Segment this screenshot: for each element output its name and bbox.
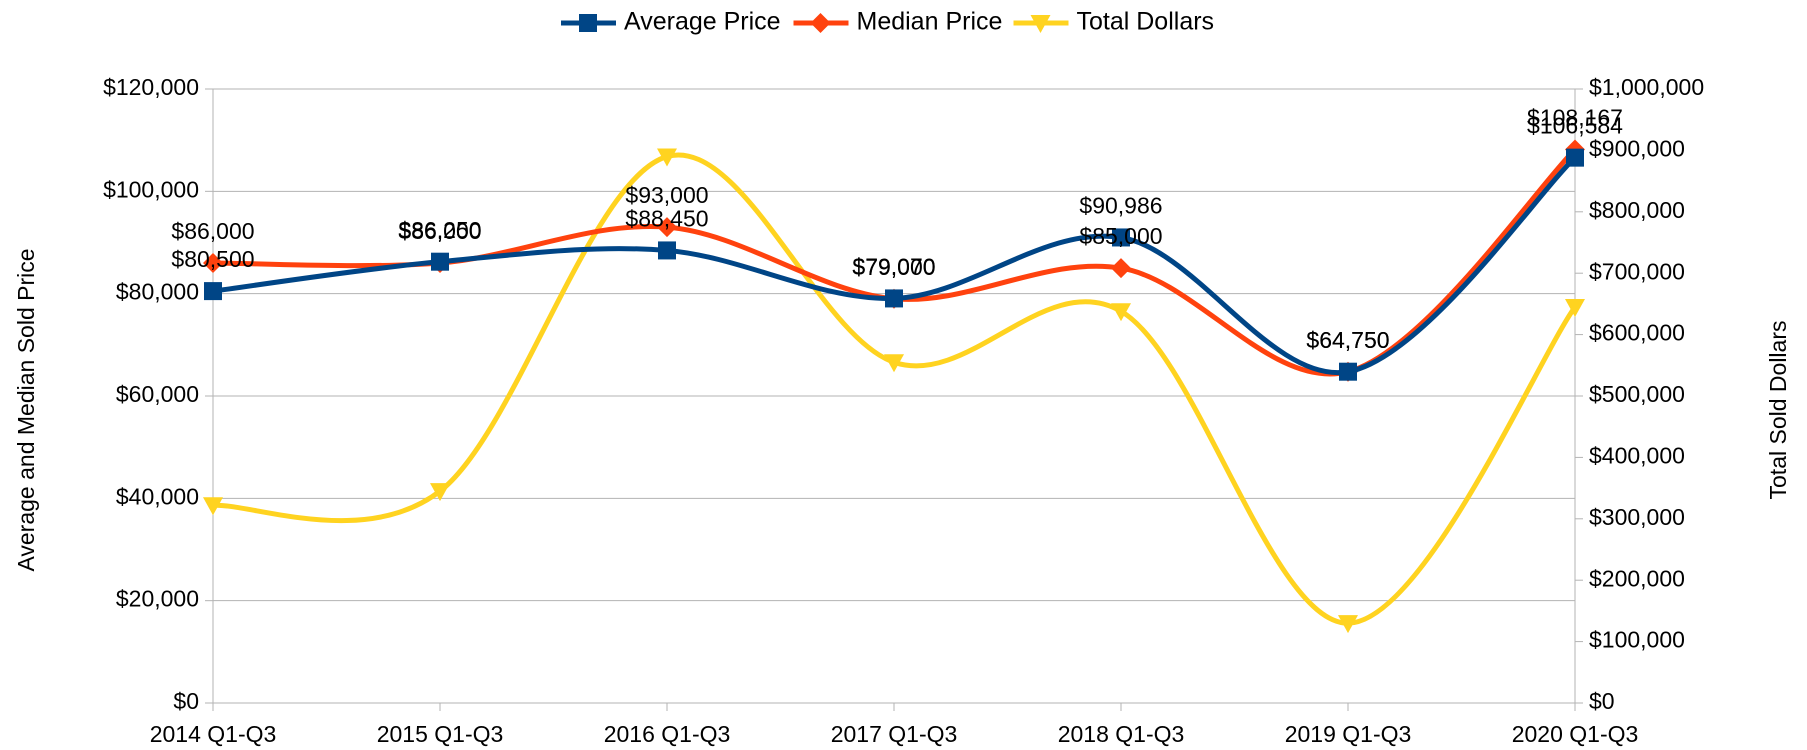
data-label: $85,000 xyxy=(1079,223,1162,249)
marker xyxy=(1112,228,1130,247)
y2-tick-label: $0 xyxy=(1589,688,1615,714)
x-tick-label: 2018 Q1-Q3 xyxy=(1058,721,1185,747)
y-tick-label: $120,000 xyxy=(103,74,199,100)
marker xyxy=(431,252,449,271)
y-tick-label: $0 xyxy=(173,688,199,714)
data-label: $88,450 xyxy=(625,206,708,232)
y-tick-label: $20,000 xyxy=(116,586,199,612)
marker xyxy=(884,354,904,373)
y2-tick-label: $400,000 xyxy=(1589,442,1685,468)
x-tick-label: 2017 Q1-Q3 xyxy=(831,721,958,747)
data-label: $86,000 xyxy=(398,218,481,244)
legend-label: Total Dollars xyxy=(1077,8,1215,36)
y2-axis-title: Total Sold Dollars xyxy=(1765,321,1791,500)
y2-tick-label: $100,000 xyxy=(1589,627,1685,653)
y2-tick-label: $500,000 xyxy=(1589,381,1685,407)
data-label: $90,986 xyxy=(1079,193,1162,219)
y2-tick-label: $200,000 xyxy=(1589,565,1685,591)
y-axis-title: Average and Median Sold Price xyxy=(13,248,39,571)
y2-tick-label: $700,000 xyxy=(1589,258,1685,284)
marker xyxy=(1111,258,1131,279)
data-label: $64,750 xyxy=(1306,327,1389,353)
y2-tick-label: $1,000,000 xyxy=(1589,74,1704,100)
data-label: $79,000 xyxy=(852,254,935,280)
marker xyxy=(203,497,223,516)
marker xyxy=(1566,148,1584,167)
y-tick-label: $100,000 xyxy=(103,176,199,202)
data-label: $79,070 xyxy=(852,254,935,280)
legend-label: Median Price xyxy=(857,8,1003,36)
x-tick-label: 2015 Q1-Q3 xyxy=(377,721,504,747)
data-label: $108,167 xyxy=(1527,105,1623,131)
x-tick-label: 2020 Q1-Q3 xyxy=(1512,721,1639,747)
y-tick-label: $80,000 xyxy=(116,279,199,305)
marker xyxy=(1565,298,1585,317)
marker xyxy=(810,13,831,33)
data-label: $86,250 xyxy=(398,217,481,243)
y-tick-label: $60,000 xyxy=(116,381,199,407)
data-label: $80,500 xyxy=(171,246,254,272)
y2-tick-label: $300,000 xyxy=(1589,504,1685,530)
data-label: $86,000 xyxy=(171,218,254,244)
marker xyxy=(1338,615,1358,634)
data-label: $106,584 xyxy=(1527,113,1623,139)
y-tick-label: $40,000 xyxy=(116,483,199,509)
x-tick-label: 2019 Q1-Q3 xyxy=(1285,721,1412,747)
data-label: $93,000 xyxy=(625,182,708,208)
marker xyxy=(658,241,676,260)
y2-tick-label: $800,000 xyxy=(1589,197,1685,223)
y2-tick-label: $600,000 xyxy=(1589,320,1685,346)
x-tick-label: 2016 Q1-Q3 xyxy=(604,721,731,747)
marker xyxy=(1030,15,1051,33)
legend-label: Average Price xyxy=(624,8,781,36)
marker xyxy=(203,252,223,273)
marker xyxy=(1111,303,1131,322)
marker xyxy=(430,483,450,502)
x-tick-label: 2014 Q1-Q3 xyxy=(150,721,277,747)
marker xyxy=(657,148,677,167)
y2-tick-label: $900,000 xyxy=(1589,135,1685,161)
marker xyxy=(885,289,903,308)
marker xyxy=(579,14,597,32)
marker xyxy=(657,217,677,238)
data-label: $64,750 xyxy=(1306,327,1389,353)
marker xyxy=(204,282,222,301)
marker xyxy=(1339,362,1357,381)
